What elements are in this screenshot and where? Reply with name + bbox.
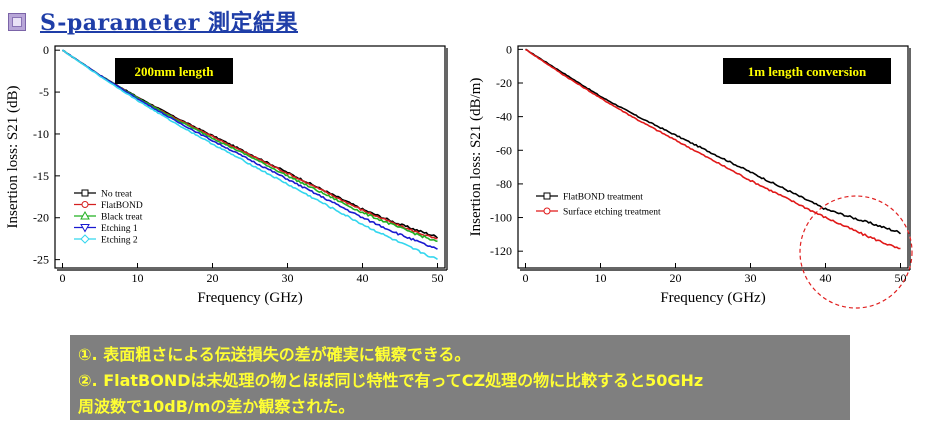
y-tick-label: -80 — [496, 177, 512, 191]
legend-marker — [543, 207, 551, 215]
legend-label: Black treat — [101, 213, 143, 223]
y-tick-label: 0 — [506, 42, 512, 56]
chart-title-box: 1m length conversion — [723, 58, 891, 84]
legend-label: Surface etching treatment — [563, 207, 661, 218]
legend-marker — [80, 224, 90, 233]
series-line-etching-1 — [62, 49, 438, 250]
x-tick-label: 30 — [282, 271, 294, 285]
note-line-3: 周波数で10dB/mの差か観察された。 — [78, 397, 355, 416]
x-tick-label: 10 — [132, 271, 144, 285]
y-tick-label: -10 — [33, 127, 49, 141]
x-tick-label: 50 — [895, 271, 907, 285]
series-line-etching-2 — [62, 49, 438, 261]
highlight-circle — [799, 195, 913, 309]
chart-title-bg — [723, 58, 891, 84]
legend-label: FlatBOND — [101, 201, 143, 211]
chart-1m-conversion: 0 10 20 30 40 50 0 -20 -40 -60 -80 -100 -120 Frequenc… — [468, 42, 913, 309]
legend-label: No treat — [101, 190, 132, 200]
x-tick-label: 50 — [432, 271, 444, 285]
legend-label: Etching 2 — [101, 236, 138, 246]
legend-marker — [80, 210, 90, 220]
y-tick-label: 0 — [43, 43, 49, 57]
note-line-2: ②. FlatBONDは未処理の物とほぼ同じ特性で有ってCZ処理の物に比較すると… — [78, 371, 704, 390]
y-tick-label: -5 — [39, 85, 49, 99]
slide-bullet-icon — [8, 13, 26, 31]
legend-marker — [81, 189, 89, 197]
page-title: S-parameter 測定結果 — [40, 10, 298, 36]
x-axis-label: Frequency (GHz) — [197, 290, 302, 306]
x-tick-label: 20 — [207, 271, 219, 285]
chart-200mm: 0 10 20 30 40 50 0 -5 -10 -15 -20 -25 Frequency (GHz… — [5, 43, 448, 306]
legend-label: FlatBOND treatment — [563, 193, 643, 203]
x-tick-label: 40 — [357, 271, 369, 285]
legend-label: Etching 1 — [101, 224, 138, 234]
notes-box: ①. 表面粗さによる伝送損失の差が確実に観察できる。 ②. FlatBONDは未… — [70, 335, 850, 420]
x-tick-label: 0 — [523, 271, 529, 285]
x-tick-label: 0 — [60, 271, 66, 285]
y-tick-label: -40 — [496, 110, 512, 124]
x-tick-label: 30 — [745, 271, 757, 285]
chart-title-box: 200mm length — [115, 58, 233, 84]
y-tick-label: -120 — [490, 244, 512, 258]
chart-title: 1m length conversion — [748, 64, 867, 79]
legend-marker — [80, 234, 90, 244]
x-tick-label: 10 — [595, 271, 607, 285]
chart-title: 200mm length — [134, 64, 214, 79]
x-tick-label: 40 — [820, 271, 832, 285]
y-tick-label: -25 — [33, 253, 49, 267]
y-tick-label: -100 — [490, 211, 512, 225]
chart-title-bg — [115, 58, 233, 84]
note-line-1: ①. 表面粗さによる伝送損失の差が確実に観察できる。 — [78, 345, 471, 364]
y-tick-label: -20 — [496, 76, 512, 90]
series-line-surface-etching-treatment — [525, 48, 901, 250]
legend-marker — [81, 201, 89, 208]
y-axis-label: Insertion loss: S21 (dB/m) — [468, 78, 484, 237]
y-tick-label: -20 — [33, 211, 49, 225]
y-tick-label: -60 — [496, 143, 512, 157]
x-axis-label: Frequency (GHz) — [660, 290, 765, 306]
title-bar: S-parameter 測定結果 — [8, 4, 298, 38]
x-tick-label: 20 — [670, 271, 682, 285]
y-axis-label: Insertion loss: S21 (dB) — [5, 86, 21, 229]
series-line-flatbond-treatment — [525, 48, 902, 235]
y-tick-label: -15 — [33, 169, 49, 183]
legend-marker — [543, 192, 551, 200]
